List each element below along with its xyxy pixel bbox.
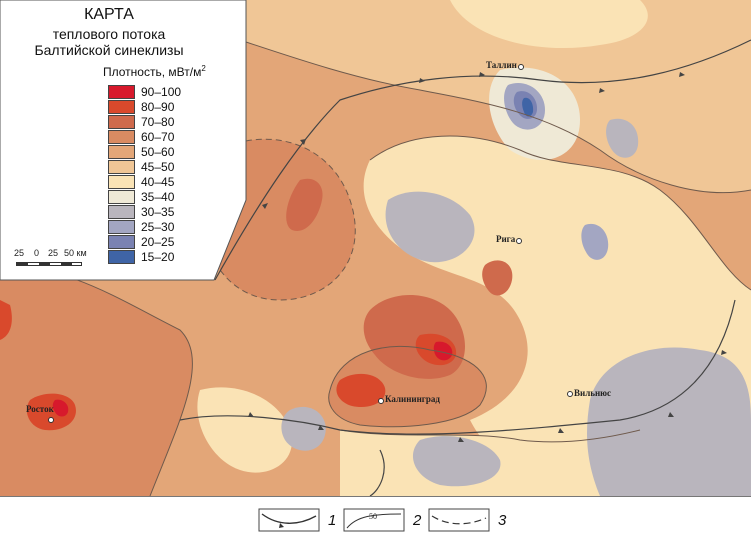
key-symbol-boundary: [258, 508, 320, 532]
key-number-2: 2: [413, 512, 422, 529]
boundary-ticks: [248, 72, 727, 442]
legend-range-label: 90–100: [141, 85, 182, 99]
legend-swatch: [108, 235, 135, 249]
city-label-tallinn: Таллин: [486, 60, 517, 70]
legend-range-label: 20–25: [141, 235, 175, 249]
zone-90-100-rostock: [52, 399, 69, 417]
scale-tick-25: 25: [48, 248, 59, 258]
legend-range-label: 15–20: [141, 250, 175, 264]
legend-swatch: [108, 145, 135, 159]
zone-80-90-west-edge: [0, 300, 12, 340]
city-label-kaliningrad: Калининград: [385, 394, 440, 404]
line-symbol-key: 1 50 2 3: [0, 500, 751, 541]
zone-40-45-southwest: [197, 387, 292, 473]
legend-range-label: 35–40: [141, 190, 175, 204]
zone-30-35-southwest: [281, 406, 326, 451]
map-subtitle-line-2: Балтийской синеклизы: [34, 42, 184, 58]
kaliningrad-marker: [378, 398, 384, 404]
heat-flow-map: Таллин Рига Калининград Вильнюс Росток К…: [0, 0, 751, 497]
scale-tick-0: 0: [34, 248, 40, 258]
zone-30-35-south: [412, 436, 501, 487]
legend-swatch: [108, 190, 135, 204]
key-number-3: 3: [498, 512, 507, 529]
legend-range-label: 80–90: [141, 100, 175, 114]
key-symbol-dashed: [428, 508, 490, 532]
legend-range-label: 70–80: [141, 115, 175, 129]
zone-60-70-west: [0, 268, 193, 496]
legend-range-label: 40–45: [141, 175, 175, 189]
key-number-1: 1: [328, 512, 337, 529]
legend-swatch: [108, 175, 135, 189]
scale-tick-50: 50 км: [64, 248, 87, 258]
city-label-rostock: Росток: [26, 404, 54, 414]
tectonic-boundary-group: [179, 39, 751, 496]
key-symbol-isoline: 50: [343, 508, 405, 532]
legend-swatch: [108, 100, 135, 114]
tallinn-marker: [518, 64, 524, 70]
zone-90-100-gulf: [433, 341, 453, 361]
zone-40-45-north: [450, 0, 648, 48]
map-title: КАРТА: [84, 6, 134, 23]
city-label-vilnius: Вильнюс: [574, 388, 612, 398]
rostock-marker: [48, 417, 54, 423]
legend-range-label: 60–70: [141, 130, 175, 144]
legend-range-label: 45–50: [141, 160, 175, 174]
scale-bar: 25 0 25 50 км: [12, 248, 122, 274]
zone-30-35-east: [606, 118, 639, 158]
zone-30-35-vilnius: [587, 347, 751, 496]
legend-swatch: [108, 85, 135, 99]
zone-30-35-west-gulf: [385, 191, 475, 263]
legend-swatch: [108, 250, 135, 264]
zone-70-80-riga-south: [482, 260, 513, 296]
legend-swatch: [108, 160, 135, 174]
scale-ruler: [16, 262, 82, 266]
legend-range-label: 30–35: [141, 205, 175, 219]
zone-15-20-tallinn: [522, 97, 534, 117]
legend-range-label: 25–30: [141, 220, 175, 234]
scale-tick-25-left: 25: [14, 248, 25, 258]
legend-swatch: [108, 130, 135, 144]
city-label-riga: Рига: [496, 234, 516, 244]
map-subtitle-line-1: теплового потока: [52, 26, 166, 42]
zone-70-80-northwest: [286, 178, 323, 231]
legend-swatch: [108, 205, 135, 219]
legend-range-label: 50–60: [141, 145, 175, 159]
zone-25-30-east: [581, 223, 609, 260]
zone-80-90-kaliningrad: [336, 373, 386, 408]
vilnius-marker: [567, 391, 573, 397]
riga-marker: [516, 238, 522, 244]
legend-swatch: [108, 220, 135, 234]
key-isoline-value: 50: [369, 512, 377, 521]
legend-swatch: [108, 115, 135, 129]
density-label: Плотность, мВт/м2: [103, 64, 206, 79]
